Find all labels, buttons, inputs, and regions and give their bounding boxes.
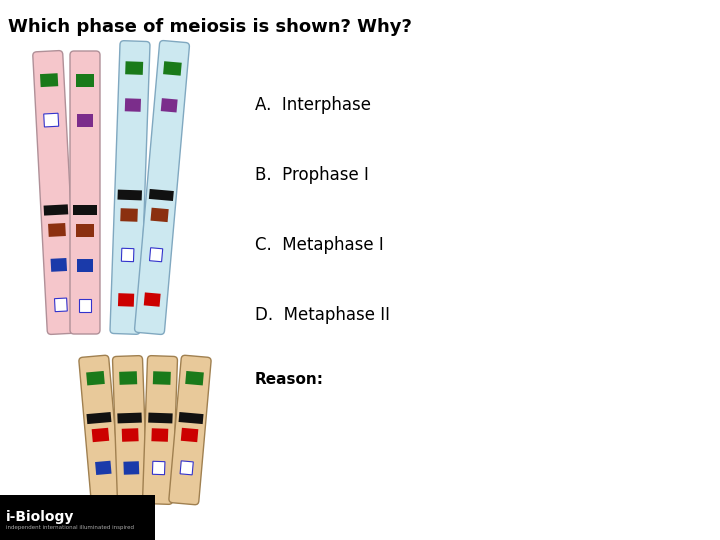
Bar (123, 461, 139, 475)
Bar (76, 73, 94, 86)
Text: i-Biology: i-Biology (6, 510, 74, 524)
Bar (40, 73, 58, 87)
Bar (120, 208, 138, 222)
FancyBboxPatch shape (110, 40, 150, 334)
Bar (77, 259, 93, 272)
Bar (77, 113, 93, 126)
Bar (149, 189, 174, 201)
Bar (153, 371, 171, 385)
Text: C.  Metaphase I: C. Metaphase I (255, 236, 384, 254)
Text: A.  Interphase: A. Interphase (255, 96, 371, 114)
FancyBboxPatch shape (70, 51, 100, 334)
Bar (91, 428, 109, 442)
Bar (163, 61, 181, 76)
Bar (117, 190, 142, 200)
Bar (118, 293, 134, 307)
FancyBboxPatch shape (143, 356, 177, 504)
FancyBboxPatch shape (33, 51, 77, 334)
Bar (185, 371, 204, 386)
FancyBboxPatch shape (169, 355, 211, 505)
Bar (122, 248, 134, 262)
Bar (50, 258, 67, 272)
Bar (44, 204, 68, 215)
Bar (55, 298, 67, 312)
Bar (86, 371, 105, 386)
Bar (180, 461, 193, 475)
Bar (120, 371, 138, 385)
Bar (117, 413, 142, 423)
FancyBboxPatch shape (79, 355, 121, 505)
Bar (95, 461, 112, 475)
Bar (144, 292, 161, 307)
Bar (125, 98, 141, 112)
Bar (151, 428, 168, 442)
Bar (86, 412, 112, 424)
Bar (181, 428, 198, 442)
Bar (125, 61, 143, 75)
Bar (179, 412, 204, 424)
Bar (150, 248, 163, 262)
Bar (44, 113, 59, 127)
Text: B.  Prophase I: B. Prophase I (255, 166, 369, 184)
Bar (122, 428, 139, 442)
Text: Reason:: Reason: (255, 373, 324, 388)
Bar (0, 495, 155, 540)
Bar (73, 205, 97, 215)
Text: independent international illuminated inspired: independent international illuminated in… (6, 525, 134, 530)
FancyBboxPatch shape (112, 356, 148, 504)
FancyBboxPatch shape (135, 40, 189, 334)
Bar (161, 98, 178, 112)
Bar (153, 461, 165, 475)
Text: D.  Metaphase II: D. Metaphase II (255, 306, 390, 324)
Bar (76, 224, 94, 237)
Bar (148, 413, 173, 423)
Bar (150, 208, 168, 222)
Bar (79, 299, 91, 312)
Bar (48, 223, 66, 237)
Text: Which phase of meiosis is shown? Why?: Which phase of meiosis is shown? Why? (8, 18, 412, 36)
